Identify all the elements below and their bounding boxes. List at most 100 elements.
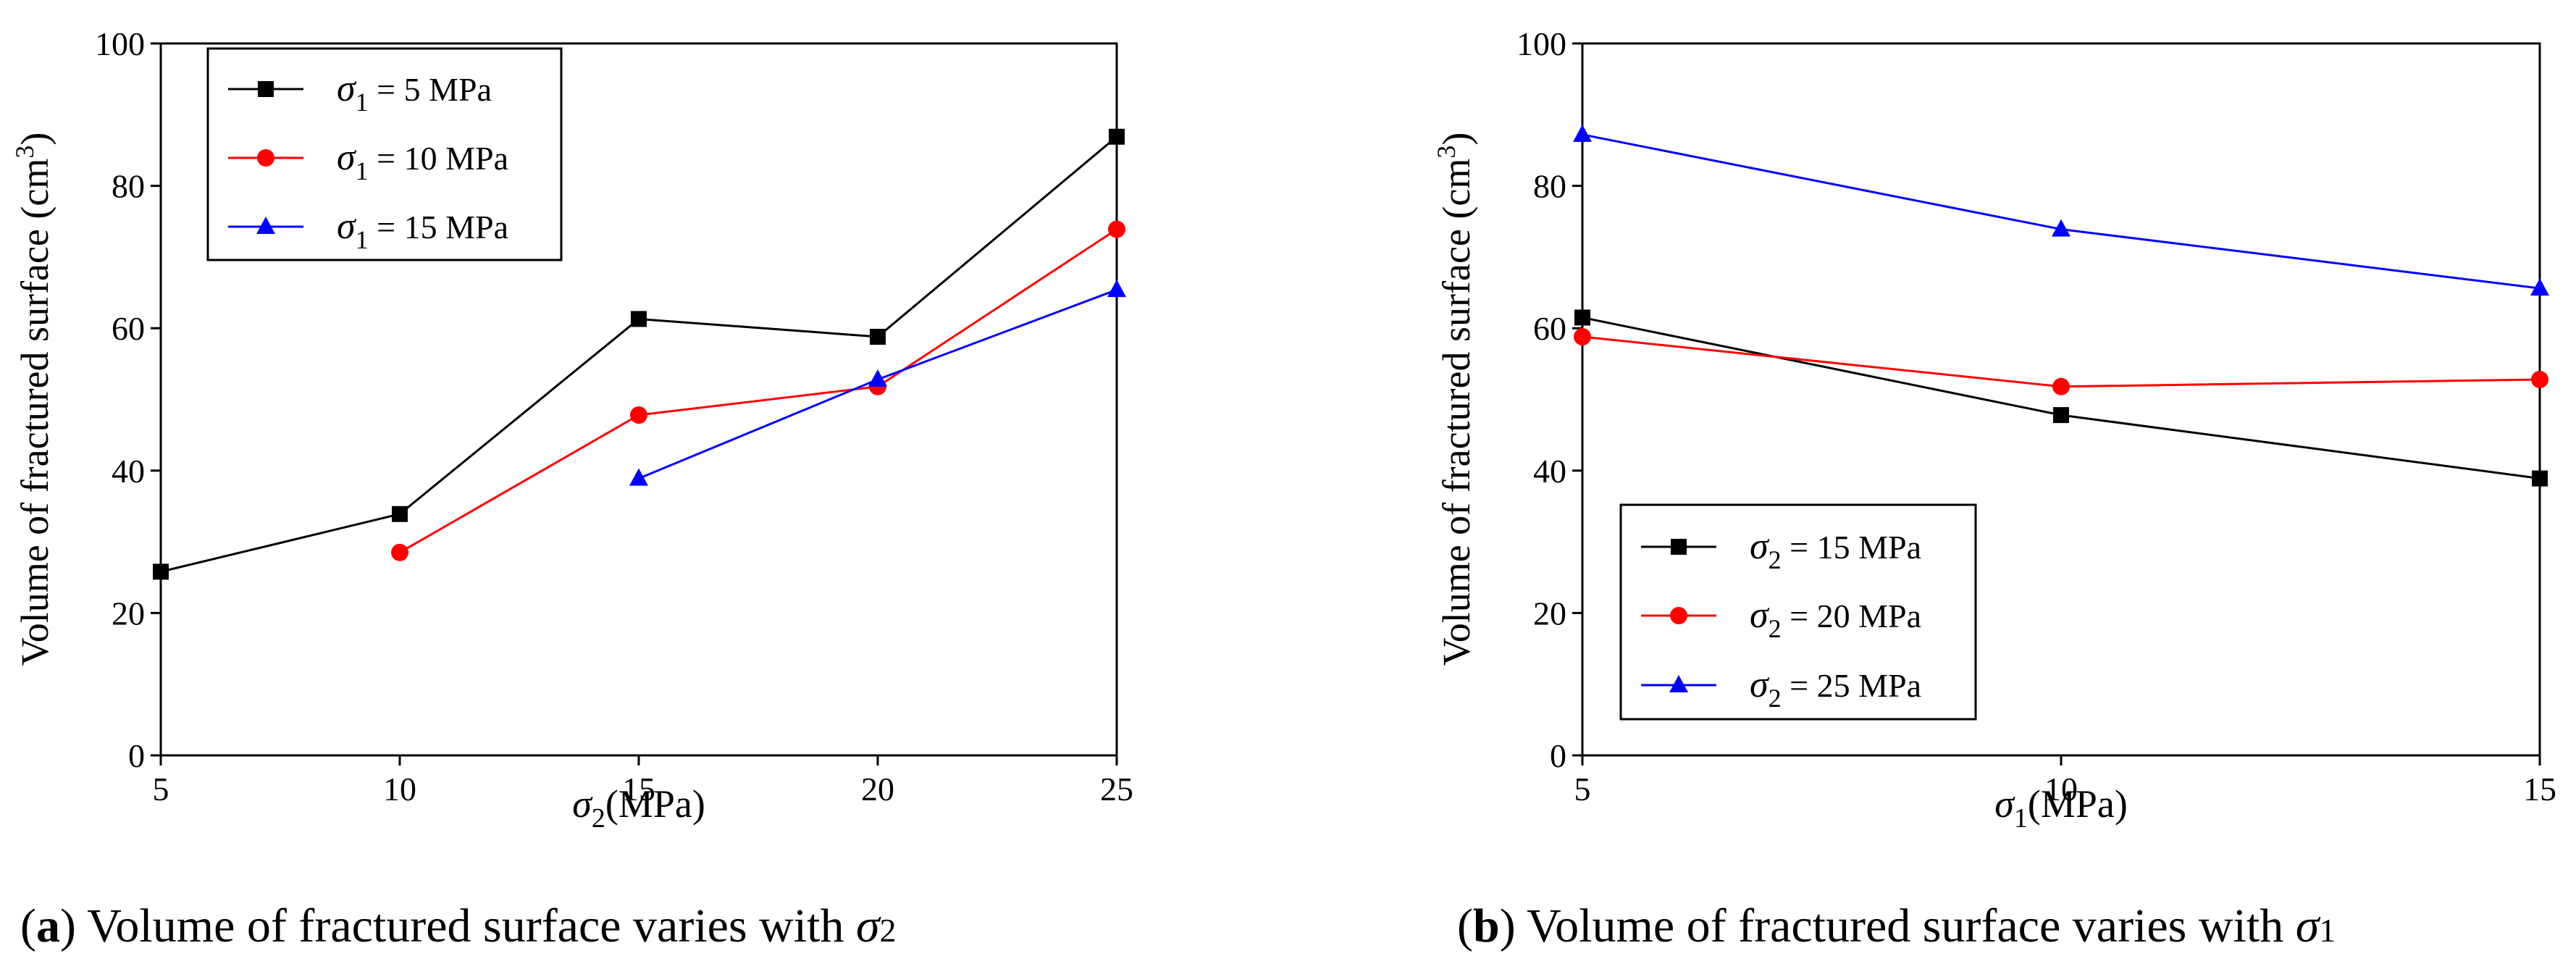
legend-item: σ2 = 25 MPa <box>1641 664 1921 713</box>
legend-marker <box>1669 675 1688 692</box>
legend-label: σ1 = 5 MPa <box>337 68 492 117</box>
series-3 <box>629 280 1126 486</box>
legend-label: σ1 = 15 MPa <box>337 206 508 254</box>
x-tick-label: 20 <box>861 771 894 808</box>
x-tick-label: 25 <box>1100 771 1133 808</box>
data-point <box>630 406 647 424</box>
legend-symbol: σ <box>1750 664 1770 705</box>
legend-value: = 15 MPa <box>1782 529 1921 566</box>
x-tick-label: 15 <box>622 771 655 808</box>
data-point <box>2052 377 2070 395</box>
y-tick-label: 100 <box>1516 25 1566 62</box>
y-axis-superscript: 3 <box>1432 146 1461 159</box>
data-point <box>391 543 408 561</box>
series-1 <box>153 128 1125 580</box>
legend-subscript: 1 <box>356 225 369 254</box>
caption-text: ) Volume of fractured surface varies wit… <box>1500 900 2296 952</box>
legend-subscript: 2 <box>1769 614 1782 643</box>
legend-item: σ2 = 15 MPa <box>1641 526 1921 574</box>
series-line <box>1582 316 2541 480</box>
y-axis-close: ) <box>13 133 56 146</box>
x-axis-title: σ1(MPa) <box>1994 782 2128 834</box>
y-tick-label: 60 <box>1533 310 1566 347</box>
y-axis-text: Volume of fractured surface (cm <box>1435 159 1478 666</box>
x-axis-unit: (MPa) <box>605 782 705 826</box>
legend-symbol: σ <box>337 206 357 247</box>
caption-symbol: σ <box>856 900 881 952</box>
y-tick-label: 20 <box>112 595 145 632</box>
y-axis-close: ) <box>1435 133 1478 146</box>
x-axis-subscript: 2 <box>592 803 605 834</box>
legend-label: σ2 = 20 MPa <box>1750 595 1921 643</box>
data-point <box>1574 309 1590 326</box>
y-axis-text: Volume of fractured surface (cm <box>13 159 56 666</box>
legend-symbol: σ <box>337 137 357 178</box>
series-1 <box>1574 309 2548 487</box>
legend-value: = 20 MPa <box>1782 597 1921 634</box>
x-tick-label: 10 <box>2044 771 2078 808</box>
legend-marker <box>1670 607 1687 624</box>
data-point <box>2053 407 2069 424</box>
legend-item: σ1 = 10 MPa <box>228 137 508 185</box>
legend-value: = 15 MPa <box>369 209 508 246</box>
legend-subscript: 1 <box>356 156 369 185</box>
series-3 <box>1573 124 2549 296</box>
data-point <box>2531 370 2548 388</box>
data-point <box>870 328 886 345</box>
legend-symbol: σ <box>1750 595 1770 636</box>
caption-open: ( <box>20 900 36 952</box>
data-point <box>153 563 169 580</box>
y-tick-label: 0 <box>1550 737 1566 774</box>
data-point <box>1573 124 1592 142</box>
caption-label: b <box>1473 900 1500 952</box>
panel-caption: (a) Volume of fractured surface varies w… <box>20 900 897 952</box>
data-point <box>868 369 887 387</box>
x-tick-label: 10 <box>383 771 416 808</box>
data-point <box>1109 128 1125 145</box>
data-point <box>2052 219 2071 237</box>
legend-item: σ1 = 15 MPa <box>228 206 508 254</box>
legend-marker <box>256 217 275 234</box>
y-axis-title: Volume of fractured surface (cm3) <box>10 133 56 666</box>
data-point <box>392 506 408 522</box>
legend-label: σ2 = 25 MPa <box>1750 664 1921 713</box>
y-axis-superscript: 3 <box>10 146 39 159</box>
series-2 <box>391 220 1125 561</box>
legend-symbol: σ <box>337 68 357 109</box>
x-axis-symbol: σ <box>1994 782 2015 826</box>
x-axis-subscript: 1 <box>2014 803 2028 834</box>
data-point <box>1574 327 1591 345</box>
caption-label: a <box>36 900 60 952</box>
legend-marker <box>258 81 274 97</box>
y-tick-label: 100 <box>95 25 145 62</box>
legend-item: σ2 = 20 MPa <box>1641 595 1921 643</box>
legend-label: σ1 = 10 MPa <box>337 137 508 185</box>
legend-subscript: 1 <box>356 88 369 117</box>
legend-subscript: 2 <box>1769 545 1782 574</box>
y-tick-label: 40 <box>1533 453 1566 490</box>
data-point <box>2532 470 2548 487</box>
x-axis-title: σ2(MPa) <box>572 782 705 834</box>
y-tick-label: 60 <box>112 310 145 347</box>
legend-value: = 10 MPa <box>369 140 508 177</box>
legend-item: σ1 = 5 MPa <box>228 68 492 117</box>
y-tick-label: 0 <box>128 737 145 774</box>
legend-value: = 5 MPa <box>369 71 492 108</box>
x-axis-unit: (MPa) <box>2028 782 2128 826</box>
data-point <box>1107 280 1126 298</box>
x-tick-label: 5 <box>1574 771 1591 808</box>
caption-subscript: 2 <box>880 912 897 949</box>
data-point <box>2530 278 2549 296</box>
data-point <box>629 468 648 486</box>
legend-marker <box>1671 539 1687 555</box>
y-tick-label: 40 <box>112 453 145 490</box>
legend-symbol: σ <box>1750 526 1770 567</box>
legend-subscript: 2 <box>1769 684 1782 713</box>
y-tick-label: 80 <box>112 168 145 205</box>
